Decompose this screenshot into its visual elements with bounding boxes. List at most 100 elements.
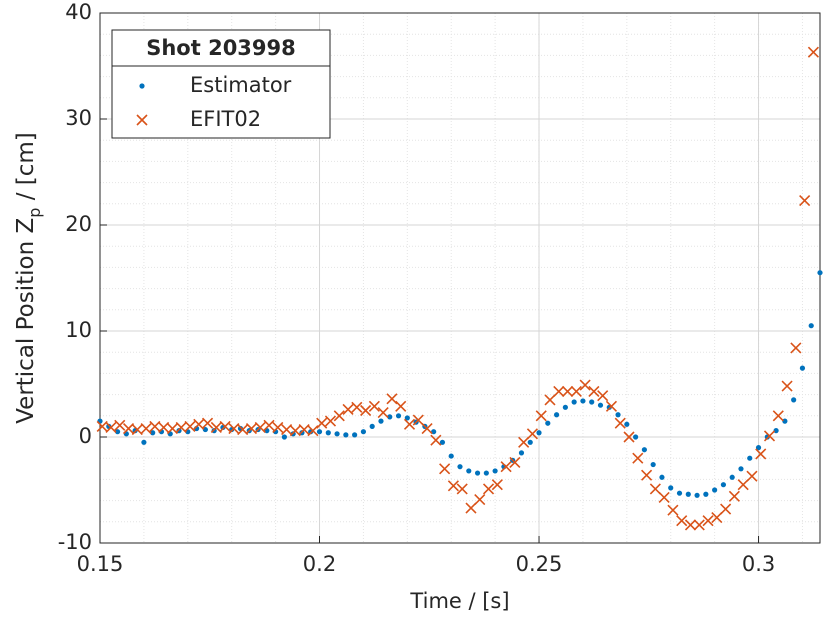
y-axis-label: Vertical Position Zp / [cm] <box>13 132 45 424</box>
dot-marker <box>747 455 753 461</box>
dot-marker <box>580 398 586 404</box>
dot-marker <box>114 429 121 435</box>
x-marker <box>676 515 688 527</box>
dot-marker <box>720 482 727 488</box>
x-marker <box>254 421 266 434</box>
x-marker <box>272 421 284 434</box>
dot-marker <box>150 430 156 436</box>
x-tick-label: 0.3 <box>742 552 775 576</box>
y-tick-label: 20 <box>65 212 92 236</box>
x-marker <box>316 417 328 429</box>
x-marker <box>412 414 424 426</box>
dot-marker <box>457 464 463 470</box>
x-tick-label: 0.2 <box>303 552 336 576</box>
dot-marker <box>782 418 788 424</box>
x-marker <box>614 417 626 429</box>
dot-marker <box>808 323 814 329</box>
dot-marker <box>369 423 375 429</box>
x-marker <box>746 470 758 482</box>
x-marker <box>526 428 539 440</box>
x-marker <box>465 502 477 514</box>
y-tick-label: 10 <box>65 318 92 342</box>
dot-marker <box>615 412 621 418</box>
dot-marker <box>527 439 533 445</box>
dot-marker <box>650 461 656 468</box>
x-marker <box>324 415 337 427</box>
dot-marker <box>571 399 577 405</box>
dot-marker <box>474 470 481 476</box>
dot-marker <box>799 365 806 371</box>
x-marker <box>535 410 547 422</box>
y-tick-label: 30 <box>65 106 92 130</box>
x-marker <box>544 394 556 406</box>
dot-marker <box>343 432 349 438</box>
x-marker <box>728 490 740 502</box>
x-marker <box>737 479 749 491</box>
x-marker <box>342 403 354 416</box>
y-tick-label: 40 <box>65 0 92 24</box>
dot-marker <box>325 430 331 436</box>
x-marker <box>439 463 451 475</box>
dot-marker <box>492 468 498 474</box>
dot-marker <box>755 445 762 451</box>
dot-marker <box>562 404 568 410</box>
x-marker <box>482 483 495 495</box>
x-marker <box>351 401 363 413</box>
x-marker <box>219 420 231 432</box>
dot-marker <box>685 491 691 497</box>
y-tick-label: -10 <box>58 530 92 554</box>
dot-marker <box>360 429 367 435</box>
x-marker <box>553 385 565 397</box>
x-marker <box>456 483 468 495</box>
x-marker <box>430 434 442 446</box>
x-marker <box>605 400 618 412</box>
x-marker <box>588 385 600 397</box>
x-marker <box>632 452 644 464</box>
legend-box <box>111 29 331 139</box>
x-marker <box>518 436 530 448</box>
x-marker <box>368 400 380 412</box>
x-marker <box>403 418 416 430</box>
dot-marker <box>624 421 630 427</box>
x-marker <box>561 385 574 397</box>
dot-marker <box>703 491 709 497</box>
x-tick-label: 0.25 <box>516 552 563 576</box>
dot-marker <box>395 413 402 419</box>
x-marker <box>140 422 152 435</box>
dot-marker <box>536 430 542 436</box>
y-tick-label: 0 <box>79 424 92 448</box>
dot-marker <box>545 420 551 426</box>
x-marker <box>105 421 117 434</box>
y-axis-label-main: Vertical Position Z <box>13 218 39 424</box>
x-marker <box>377 407 389 419</box>
dot-marker <box>729 474 735 480</box>
legend-label: Estimator <box>190 73 292 97</box>
dot-marker <box>738 466 744 472</box>
x-marker <box>447 480 459 492</box>
x-marker <box>579 379 591 391</box>
dot-marker <box>202 426 208 433</box>
x-marker <box>711 511 723 524</box>
x-marker <box>807 46 819 58</box>
x-marker <box>649 483 661 495</box>
x-marker <box>386 393 398 405</box>
dot-marker <box>439 439 446 445</box>
dot-marker <box>483 470 489 476</box>
x-marker <box>491 479 503 491</box>
legend-title: Shot 203998 <box>146 36 296 60</box>
x-marker <box>702 515 714 527</box>
dot-marker <box>378 418 384 424</box>
dot-marker <box>659 474 665 480</box>
dot-marker <box>773 428 779 434</box>
dot-marker <box>466 468 472 474</box>
legend-label: EFIT02 <box>190 107 261 131</box>
x-marker <box>781 380 793 392</box>
x-marker <box>474 493 486 506</box>
dot-marker <box>281 434 287 440</box>
y-axis-label-rest: / [cm] <box>13 132 39 207</box>
x-marker <box>684 519 697 531</box>
x-marker <box>790 342 802 354</box>
dot-marker <box>387 414 393 420</box>
dot-marker <box>597 402 604 408</box>
x-marker <box>395 400 407 412</box>
